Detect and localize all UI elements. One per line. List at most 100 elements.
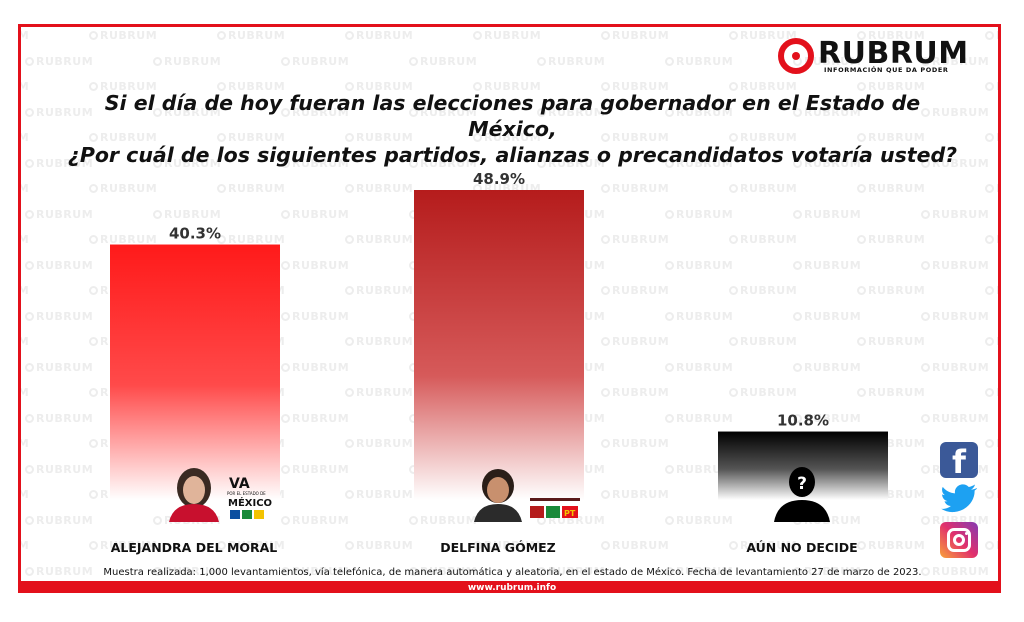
watermark-text: RUBRUM [985,29,998,42]
methodology-footnote: Muestra realizada: 1,000 levantamientos,… [103,567,922,578]
watermark-text: RUBRUM [665,157,733,170]
watermark-text: RUBRUM [473,131,541,144]
watermark-text: RUBRUM [729,233,797,246]
watermark-text: RUBRUM [409,157,477,170]
watermark-text: RUBRUM [345,233,413,246]
facebook-icon[interactable]: f [940,442,978,481]
svg-text:PT: PT [564,509,576,518]
candidate-photo-alejandra [169,468,219,522]
watermark-text: RUBRUM [89,233,157,246]
watermark-text: RUBRUM [18,437,30,450]
watermark-text: RUBRUM [601,233,669,246]
watermark-text: RUBRUM [601,80,669,93]
data-label-2: 48.9% [473,170,525,188]
watermark-text: RUBRUM [281,259,349,272]
watermark-text: RUBRUM [345,488,413,501]
watermark-text: RUBRUM [25,157,93,170]
watermark-text: RUBRUM [217,539,285,552]
watermark-text: RUBRUM [25,55,93,68]
watermark-text: RUBRUM [985,437,998,450]
watermark-text: RUBRUM [25,361,93,374]
watermark-text: RUBRUM [601,488,669,501]
watermark-text: RUBRUM [857,29,925,42]
watermark-text: RUBRUM [18,131,30,144]
watermark-text: RUBRUM [985,182,998,195]
watermark-text: RUBRUM [857,284,925,297]
watermark-text: RUBRUM [601,284,669,297]
watermark-text: RUBRUM [729,80,797,93]
watermark-text: RUBRUM [217,29,285,42]
watermark-text: RUBRUM [153,157,221,170]
watermark-text: RUBRUM [985,488,998,501]
watermark-text: RUBRUM [665,412,733,425]
undecided-silhouette-icon: ? [774,467,830,522]
watermark-text: RUBRUM [153,565,221,578]
watermark-text: RUBRUM [473,80,541,93]
watermark-text: RUBRUM [601,386,669,399]
watermark-text: RUBRUM [921,208,989,221]
watermark-text: RUBRUM [345,386,413,399]
svg-text:VA: VA [229,476,250,492]
category-label-undecided: AÚN NO DECIDE [746,540,858,555]
watermark-text: RUBRUM [665,208,733,221]
watermark-text: RUBRUM [985,386,998,399]
watermark-text: RUBRUM [89,539,157,552]
watermark-text: RUBRUM [345,29,413,42]
watermark-text: RUBRUM [985,335,998,348]
watermark-text: RUBRUM [281,208,349,221]
logo-wordmark: RUBRUM [818,36,969,71]
bar-2 [414,190,584,500]
watermark-text: RUBRUM [857,233,925,246]
watermark-text: RUBRUM [921,361,989,374]
data-label-3: 10.8% [777,412,829,430]
candidate-photo-delfina [474,469,522,522]
watermark-text: RUBRUM [153,106,221,119]
watermark-text: RUBRUM [409,565,477,578]
watermark-text: RUBRUM [217,80,285,93]
watermark-text: RUBRUM [18,284,30,297]
instagram-icon[interactable] [940,522,978,558]
watermark-text: RUBRUM [921,106,989,119]
watermark-text: RUBRUM [537,55,605,68]
watermark-text: RUBRUM [729,182,797,195]
watermark-text: RUBRUM [921,565,989,578]
watermark-text: RUBRUM [345,539,413,552]
watermark-text: RUBRUM [857,182,925,195]
watermark-text: RUBRUM [921,157,989,170]
website-link[interactable]: www.rubrum.info [467,583,557,593]
watermark-text: RUBRUM [793,412,861,425]
watermark-text: RUBRUM [857,335,925,348]
question-line-1: Si el día de hoy fueran las elecciones p… [104,91,921,141]
watermark-text: RUBRUM [89,182,157,195]
watermark-text: RUBRUM [537,106,605,119]
watermark-text: RUBRUM [857,539,925,552]
watermark-text: RUBRUM [89,29,157,42]
footer-bar [18,581,1001,593]
watermark-text: RUBRUM [601,29,669,42]
bar-1 [110,244,280,500]
watermark-text: RUBRUM [729,335,797,348]
svg-text:MÉXICO: MÉXICO [228,496,272,509]
twitter-icon[interactable] [940,480,978,516]
svg-text:POR EL ESTADO DE: POR EL ESTADO DE [227,491,266,496]
watermark-text: RUBRUM [665,259,733,272]
watermark-text: RUBRUM [601,131,669,144]
rubrum-logo: RUBRUM INFORMACIÓN QUE DA PODER [778,36,969,78]
watermark-text: RUBRUM [281,463,349,476]
watermark-text: RUBRUM [18,335,30,348]
watermark-text: RUBRUM [729,29,797,42]
watermark-text: RUBRUM [601,539,669,552]
watermark-text: RUBRUM [793,208,861,221]
watermark-text: RUBRUM [25,514,93,527]
watermark-text: RUBRUM [601,335,669,348]
watermark-text: RUBRUM [409,106,477,119]
watermark-text: RUBRUM [345,80,413,93]
watermark-text: RUBRUM [281,565,349,578]
watermark-text: RUBRUM [345,182,413,195]
watermark-text: RUBRUM [985,284,998,297]
watermark-text: RUBRUM [729,131,797,144]
watermark-text: RUBRUM [153,208,221,221]
watermark-text: RUBRUM [25,310,93,323]
watermark-text: RUBRUM [793,565,861,578]
